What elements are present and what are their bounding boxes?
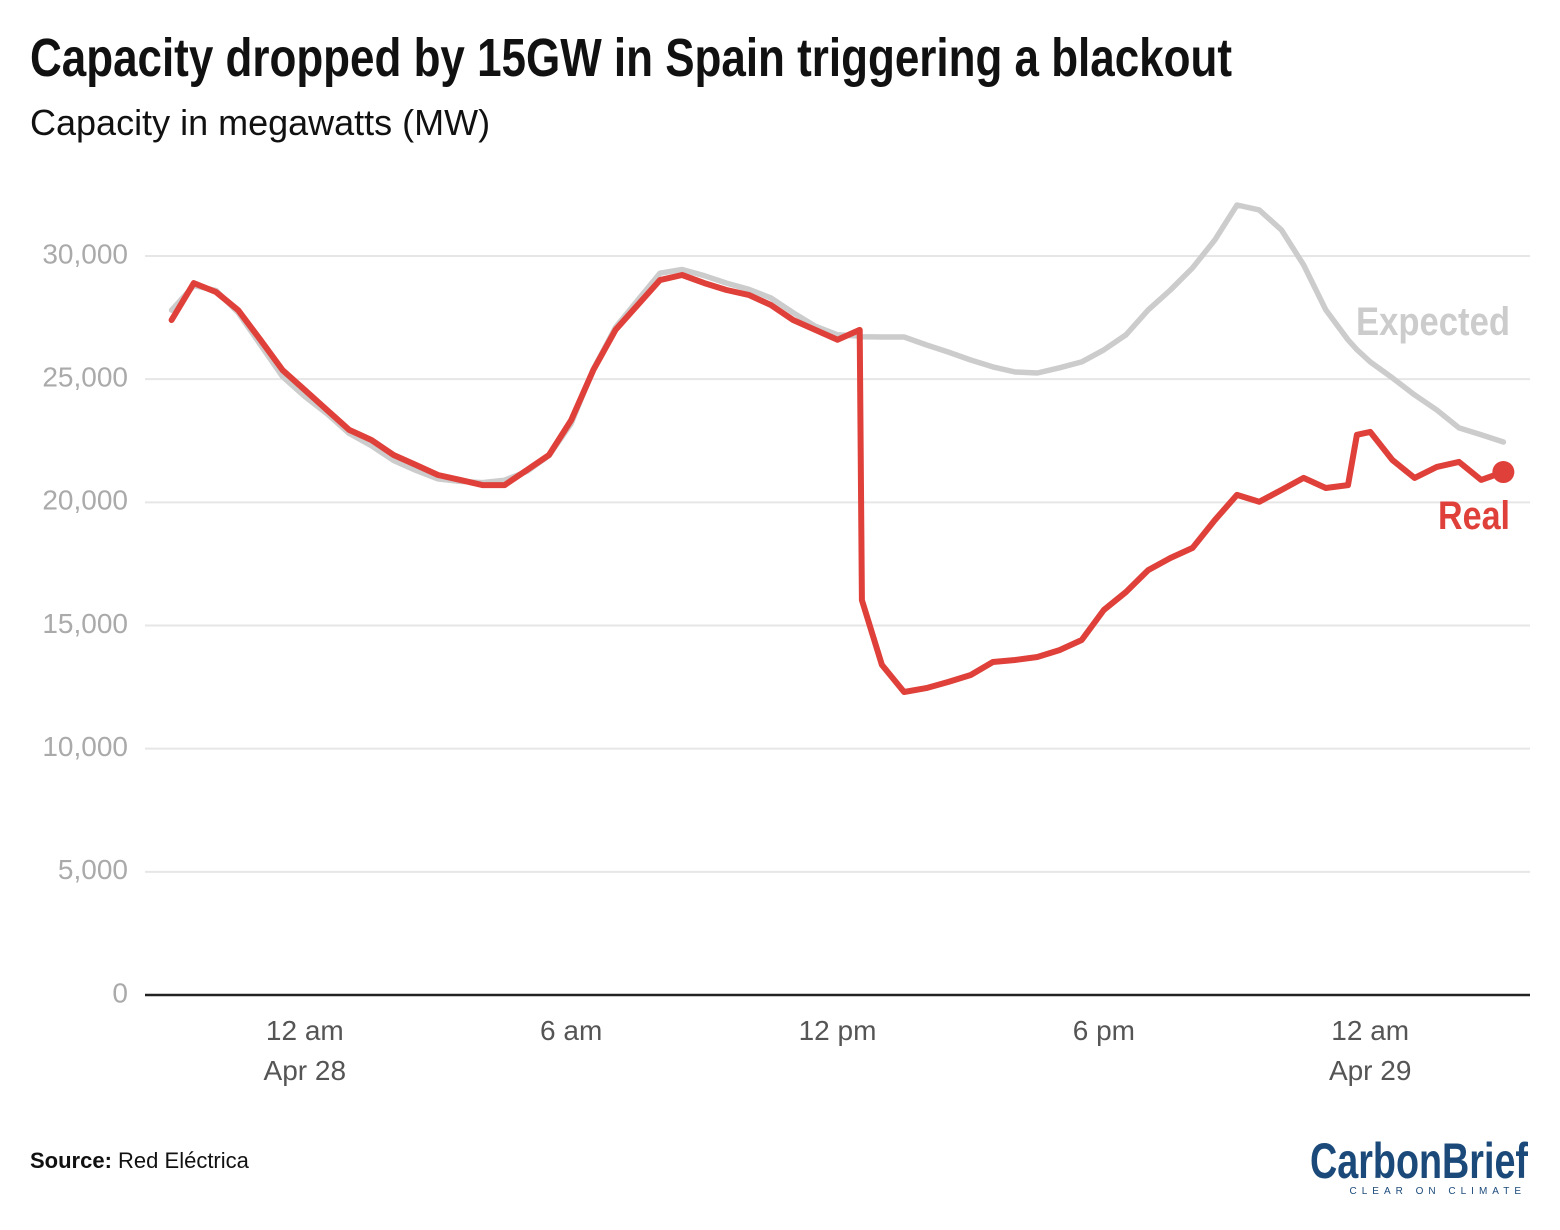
chart-subtitle: Capacity in megawatts (MW) (30, 102, 490, 143)
source: Source: Red Eléctrica (30, 1148, 250, 1173)
x-tick-label: 6 pm (1073, 1015, 1135, 1046)
y-tick-label: 15,000 (42, 608, 128, 639)
x-tick-label: 6 am (540, 1015, 602, 1046)
logo: CarbonBrief (1310, 1133, 1528, 1189)
series-label: Real (1438, 494, 1510, 538)
x-tick-label: 12 pm (799, 1015, 877, 1046)
chart-title: Capacity dropped by 15GW in Spain trigge… (30, 28, 1232, 88)
plot-area: 0 5,000 10,000 15,000 20,000 25,000 30,000 12 a… (42, 202, 1530, 1086)
y-tick-label: 20,000 (42, 485, 128, 516)
x-tick-label: 12 am Apr 29 (1329, 1015, 1412, 1086)
source-name: Red Eléctrica (118, 1148, 250, 1173)
end-dot (1492, 461, 1515, 484)
y-tick-label: 0 (112, 977, 128, 1008)
line-real (168, 272, 1507, 695)
series-label: Expected (1356, 300, 1510, 344)
x-tick-label: 12 am Apr 28 (264, 1015, 347, 1086)
y-tick-label: 30,000 (42, 238, 128, 269)
y-tick-label: 5,000 (58, 854, 128, 885)
y-tick-label: 10,000 (42, 731, 128, 762)
logo-tagline: CLEAR ON CLIMATE (1350, 1186, 1527, 1197)
y-tick-label: 25,000 (42, 362, 128, 393)
source-label: Source: (30, 1148, 112, 1173)
